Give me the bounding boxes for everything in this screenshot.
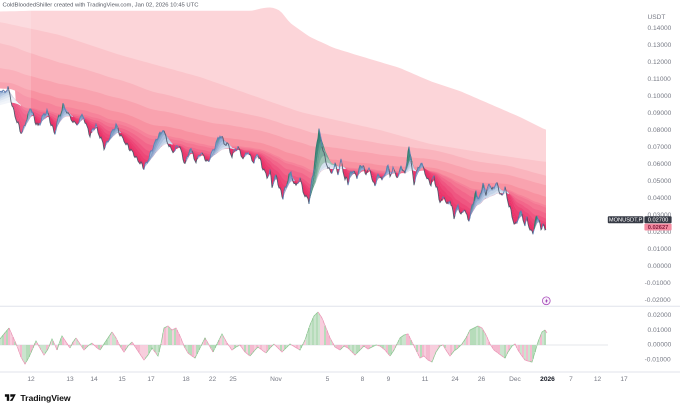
svg-text:13: 13	[66, 376, 74, 383]
svg-text:9: 9	[387, 376, 391, 383]
svg-text:0.07000: 0.07000	[648, 144, 672, 151]
svg-text:-0.02000: -0.02000	[645, 297, 671, 304]
svg-text:0.06000: 0.06000	[648, 161, 672, 168]
svg-text:15: 15	[118, 376, 126, 383]
svg-text:0.08000: 0.08000	[648, 127, 672, 134]
svg-text:8: 8	[361, 376, 365, 383]
svg-text:-0.01000: -0.01000	[645, 357, 671, 364]
svg-text:24: 24	[451, 376, 459, 383]
svg-text:0.11000: 0.11000	[648, 76, 672, 83]
svg-text:5: 5	[326, 376, 330, 383]
svg-text:0.14000: 0.14000	[648, 25, 672, 32]
svg-text:USDT: USDT	[648, 14, 666, 21]
svg-text:0.00000: 0.00000	[648, 342, 672, 349]
svg-text:0.02000: 0.02000	[648, 312, 672, 319]
svg-text:ColdBloodedShiller created wit: ColdBloodedShiller created with TradingV…	[3, 2, 200, 8]
svg-text:17: 17	[147, 376, 155, 383]
svg-text:0.10000: 0.10000	[648, 93, 672, 100]
svg-text:0.01000: 0.01000	[648, 246, 672, 253]
svg-text:0.02700: 0.02700	[648, 218, 669, 224]
svg-text:26: 26	[478, 376, 486, 383]
svg-text:0.03000: 0.03000	[648, 212, 672, 219]
svg-text:0.04000: 0.04000	[648, 195, 672, 202]
svg-text:17: 17	[620, 376, 628, 383]
svg-text:0.02000: 0.02000	[648, 229, 672, 236]
svg-text:11: 11	[422, 376, 429, 383]
svg-text:18: 18	[182, 376, 190, 383]
svg-text:MONUSDT.P: MONUSDT.P	[609, 218, 643, 224]
svg-text:Nov: Nov	[270, 376, 282, 383]
svg-text:0.13000: 0.13000	[648, 42, 672, 49]
svg-text:0.05000: 0.05000	[648, 178, 672, 185]
svg-text:25: 25	[229, 376, 237, 383]
svg-text:0.09000: 0.09000	[648, 110, 672, 117]
svg-text:0.02627: 0.02627	[648, 225, 669, 231]
svg-text:22: 22	[209, 376, 217, 383]
svg-text:TradingView: TradingView	[20, 393, 70, 403]
svg-text:2026: 2026	[540, 376, 555, 383]
svg-text:Dec: Dec	[509, 376, 521, 383]
svg-text:0.01000: 0.01000	[648, 327, 672, 334]
svg-text:12: 12	[27, 376, 35, 383]
svg-text:0.12000: 0.12000	[648, 59, 672, 66]
svg-text:14: 14	[90, 376, 98, 383]
svg-text:12: 12	[594, 376, 602, 383]
svg-text:7: 7	[569, 376, 573, 383]
svg-text:-0.01000: -0.01000	[645, 280, 671, 287]
svg-text:0.00000: 0.00000	[648, 263, 672, 270]
